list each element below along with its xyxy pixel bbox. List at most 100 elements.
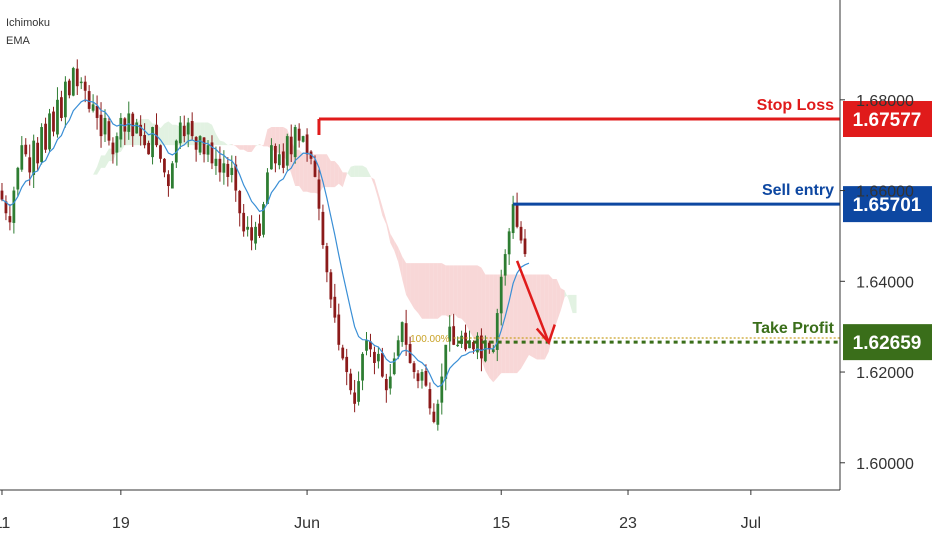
- axes: 1.68000 1.66000 1.64000 1.62000 1.60000 11 19 J…: [0, 0, 914, 532]
- candle-body: [71, 68, 75, 96]
- candle-body: [341, 347, 345, 359]
- candle-body: [464, 332, 467, 350]
- candle-body: [476, 335, 479, 353]
- price-tick-label: 1.66000: [856, 184, 914, 201]
- candle-body: [440, 376, 444, 403]
- candle-body: [250, 227, 253, 241]
- candle-body: [499, 276, 503, 314]
- ichimoku-cloud-segment: [425, 263, 430, 319]
- ichimoku-cloud-segment: [239, 145, 244, 150]
- ichimoku-cloud-segment: [366, 167, 371, 177]
- candle-body: [523, 238, 527, 255]
- ichimoku-cloud-segment: [493, 274, 498, 383]
- candle-body: [444, 344, 448, 379]
- ichimoku-cloud-segment: [295, 149, 300, 187]
- ichimoku-cloud-segment: [101, 155, 105, 168]
- sell-arrow-shaft: [515, 260, 550, 343]
- candle-body: [75, 68, 79, 87]
- ichimoku-cloud-segment: [568, 294, 573, 314]
- candle-body: [178, 122, 182, 144]
- indicator-ema-label[interactable]: EMA: [6, 35, 30, 47]
- ichimoku-cloud-segment: [326, 154, 331, 188]
- ichimoku-cloud-segment: [489, 274, 494, 383]
- ichimoku-cloud-segment: [449, 265, 454, 318]
- candle-body: [400, 322, 404, 343]
- ichimoku-cloud-segment: [528, 274, 533, 358]
- candle-body: [56, 99, 59, 135]
- ema-line: [1, 99, 530, 388]
- candle-body: [12, 190, 16, 223]
- indicator-ichimoku-label[interactable]: Ichimoku: [6, 17, 51, 29]
- candle-body: [0, 190, 4, 200]
- candle-body: [337, 314, 341, 345]
- candle-body: [167, 174, 170, 187]
- candle-body: [48, 113, 51, 150]
- candle-body: [87, 91, 91, 109]
- candle-body: [353, 392, 357, 404]
- candle-body: [135, 122, 139, 134]
- candle-body: [408, 344, 412, 363]
- candle-body: [218, 158, 222, 173]
- ichimoku-cloud-segment: [552, 279, 557, 334]
- candle-body: [163, 158, 166, 173]
- candle-body: [107, 121, 111, 141]
- ichimoku-cloud-segment: [263, 129, 268, 147]
- candle-body: [305, 134, 309, 155]
- indicator-legend: Ichimoku EMA: [6, 14, 50, 50]
- ichimoku-cloud-segment: [370, 175, 375, 187]
- stop-loss-price-box: [843, 101, 932, 138]
- ichimoku-cloud-segment: [560, 288, 565, 311]
- candle-body: [67, 80, 71, 96]
- candle-body: [28, 157, 32, 173]
- ichimoku-cloud-segment: [362, 165, 367, 177]
- ichimoku-cloud-segment: [299, 149, 304, 192]
- ichimoku-cloud-segment: [231, 144, 236, 147]
- ichimoku-cloud-segment: [61, 206, 66, 211]
- ichimoku-cloud-segment: [473, 265, 478, 346]
- stop-loss-price-value: 1.67577: [853, 110, 922, 131]
- candle-body: [270, 145, 273, 170]
- candle-body: [357, 381, 360, 402]
- candle-body: [329, 272, 333, 300]
- ichimoku-cloud-segment: [346, 166, 351, 177]
- ichimoku-cloud-segment: [251, 145, 256, 152]
- candle-body: [206, 145, 210, 155]
- candle-body: [369, 341, 372, 350]
- time-tick-label: 23: [619, 515, 637, 532]
- ichimoku-cloud-segment: [354, 165, 359, 177]
- trade-levels: 100.00% Stop Loss 1.67577 Sell entry 1.65701…: [317, 97, 932, 361]
- candle-body: [519, 226, 523, 241]
- candle-body: [210, 142, 214, 164]
- ichimoku-cloud-segment: [53, 199, 58, 207]
- candle-body: [349, 373, 353, 391]
- price-tick-label: 1.68000: [856, 93, 914, 110]
- ichimoku-cloud-segment: [215, 133, 220, 146]
- candle-body: [242, 212, 246, 232]
- candle-body: [503, 254, 507, 276]
- sell-arrow-head: [535, 324, 556, 346]
- ichimoku-cloud-segment: [429, 263, 434, 319]
- candle-body: [44, 123, 47, 150]
- candle-body: [515, 204, 519, 227]
- candle-body: [115, 136, 119, 153]
- candle-body: [487, 342, 491, 350]
- take-profit-price-box: [843, 324, 932, 361]
- ichimoku-cloud-segment: [342, 172, 347, 188]
- ichimoku-cloud-segment: [378, 192, 383, 216]
- candle-body: [234, 164, 238, 191]
- take-profit-label: Take Profit: [753, 320, 835, 337]
- candle-body: [32, 140, 36, 175]
- ichimoku-cloud-segment: [267, 127, 272, 149]
- candle-body: [266, 172, 269, 204]
- ichimoku-cloud-segment: [485, 274, 490, 378]
- candle-body: [111, 142, 115, 155]
- candle-body: [289, 136, 293, 155]
- ichimoku-cloud-segment: [208, 122, 212, 146]
- ichimoku-cloud-segment: [517, 274, 522, 374]
- ichimoku-cloud-segment: [279, 127, 284, 156]
- candle-body: [424, 370, 428, 386]
- ichimoku-cloud-segment: [521, 274, 525, 369]
- candle-body: [246, 226, 250, 230]
- candle-body: [472, 342, 475, 350]
